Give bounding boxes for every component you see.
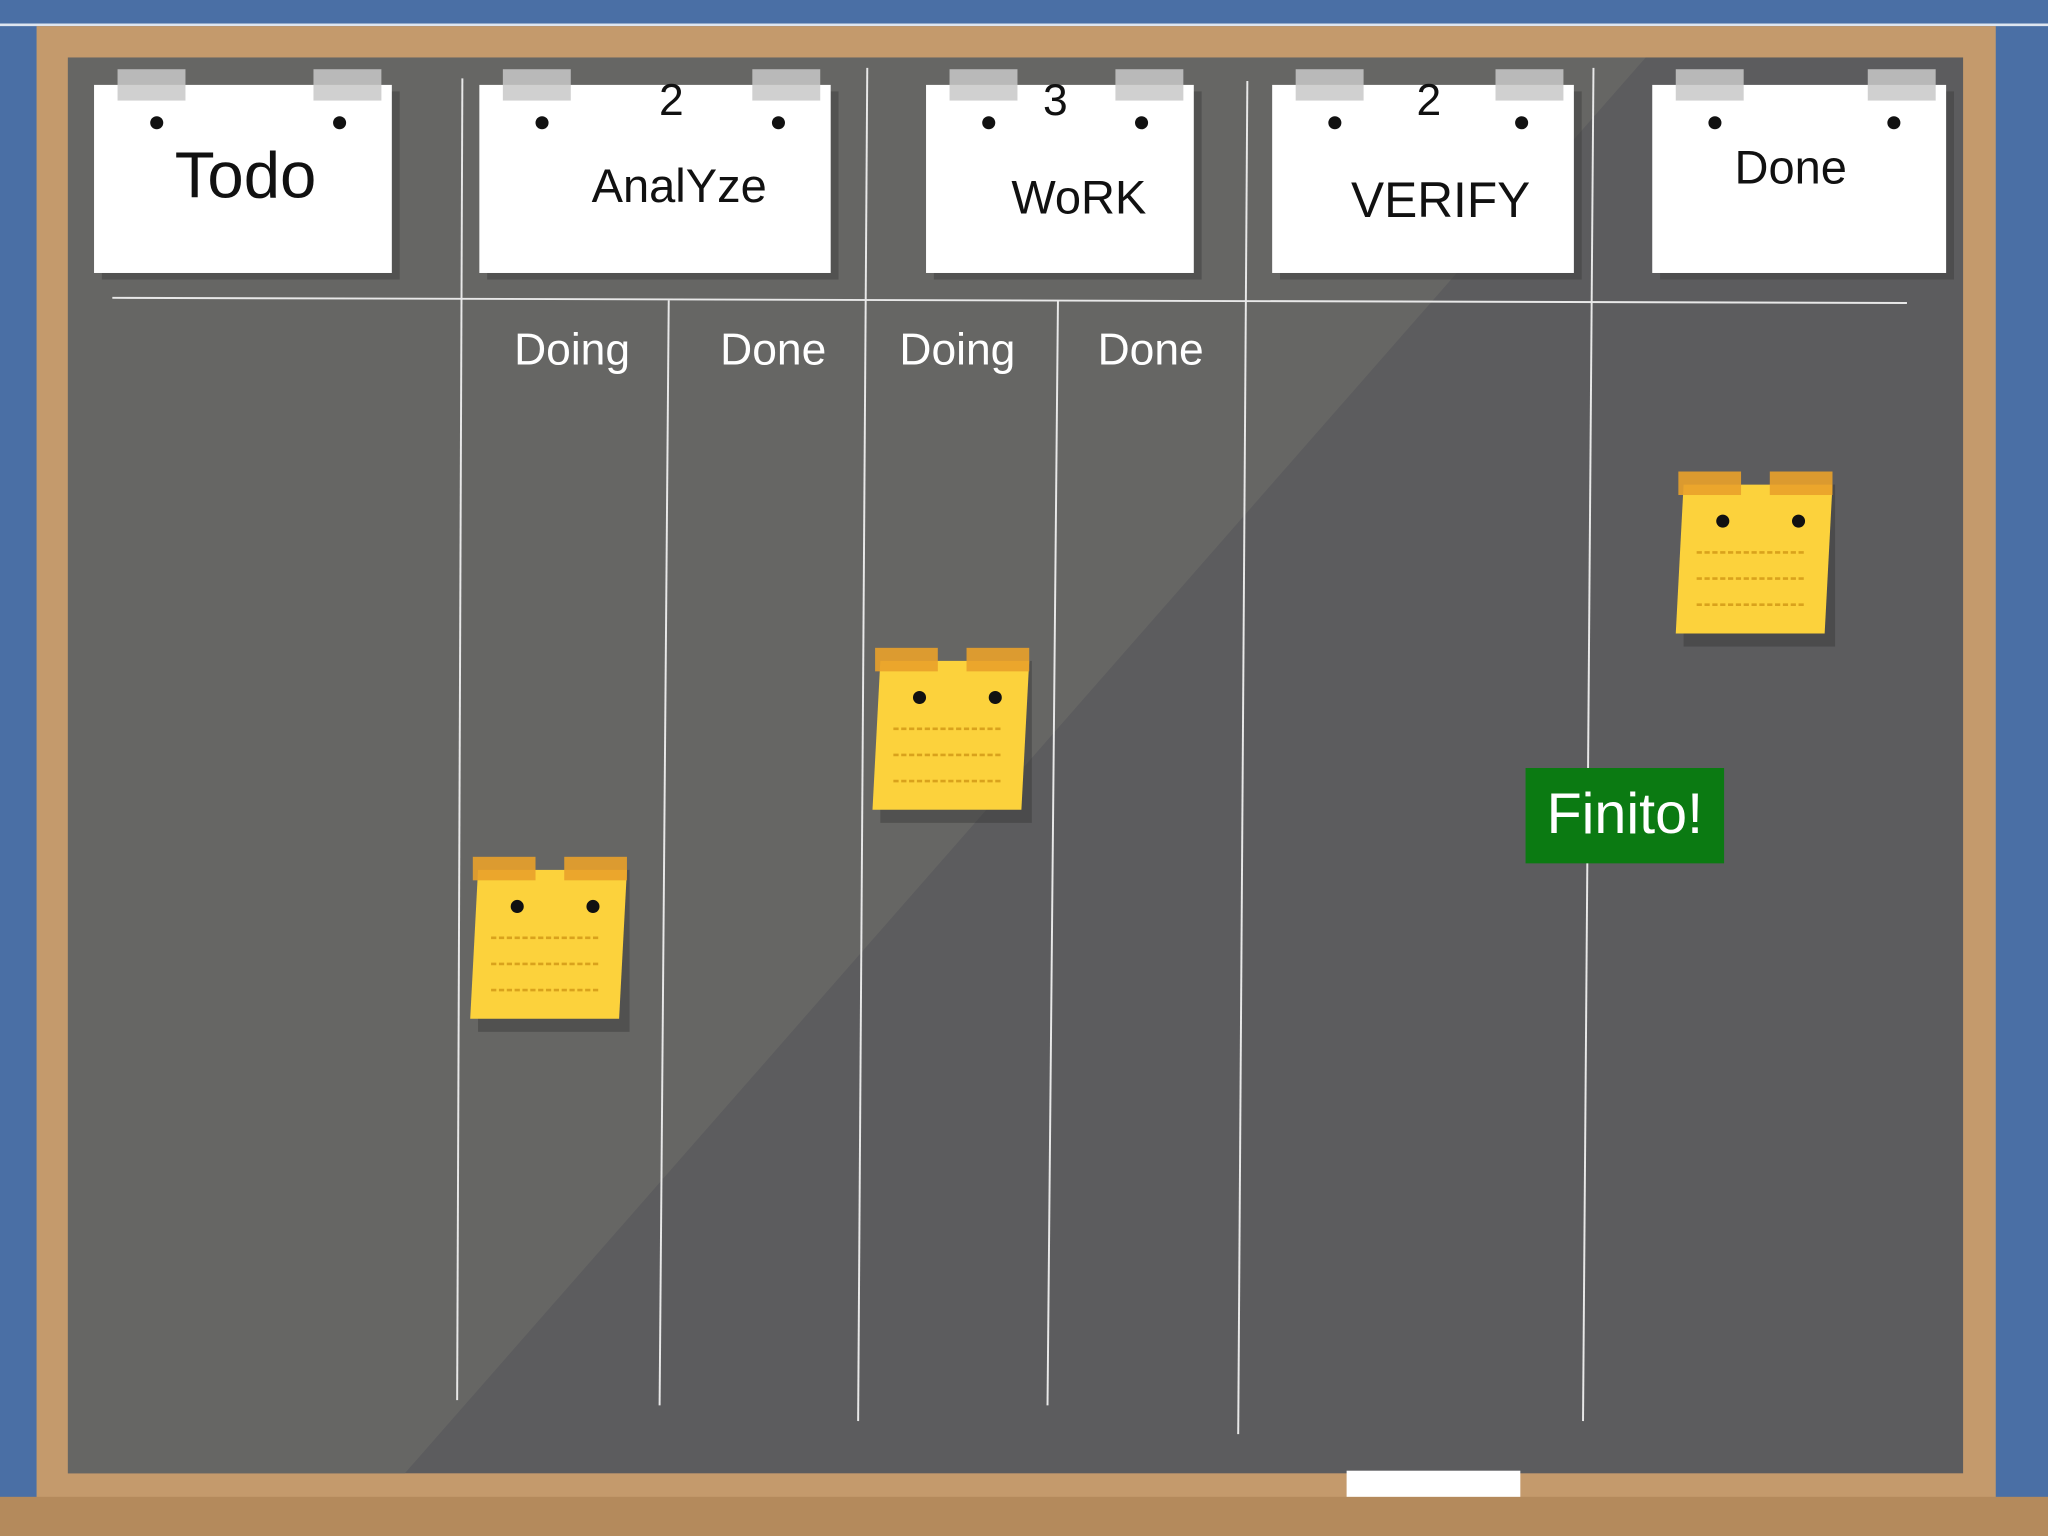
pin-hole	[586, 899, 600, 913]
tape	[117, 69, 186, 101]
tape	[1867, 69, 1936, 101]
paper	[1272, 84, 1574, 273]
top-edge	[0, 23, 2048, 27]
column-title: VERIFY	[1351, 172, 1530, 228]
badge-box	[1525, 768, 1725, 864]
paper	[926, 84, 1194, 273]
tape	[875, 647, 938, 672]
pin-hole	[535, 116, 549, 130]
tape	[949, 69, 1018, 101]
tape	[1675, 69, 1744, 101]
pin-hole	[1328, 116, 1342, 130]
pin-hole	[510, 899, 524, 913]
column-lines	[112, 67, 1907, 1435]
pin-hole	[771, 116, 785, 130]
column-headers: Todo AnalYze 2 Doing Done WoRK 3 Doing Done VERIF…	[94, 69, 1954, 374]
column-line	[658, 300, 670, 1406]
subcolumn-title: Doing	[899, 325, 1015, 374]
pin-hole	[150, 116, 164, 130]
tray	[0, 1496, 2048, 1536]
pin-hole	[912, 690, 927, 704]
tape	[472, 856, 536, 881]
pin-hole	[1792, 514, 1806, 528]
pin-hole	[1135, 116, 1149, 130]
wip-limit: 2	[659, 76, 684, 125]
subcolumn-title: Done	[1098, 325, 1204, 374]
tape	[1678, 471, 1742, 496]
subcolumn-title: Doing	[514, 325, 630, 374]
column-title: Done	[1734, 141, 1846, 194]
pin-hole	[988, 690, 1002, 704]
pin-hole	[982, 116, 996, 130]
wip-limit: 3	[1043, 76, 1068, 125]
subcolumn-title: Done	[720, 325, 826, 374]
sticky-note	[872, 660, 1030, 810]
pin-hole	[1515, 116, 1529, 130]
tape	[1295, 69, 1364, 101]
chalk	[1346, 1470, 1521, 1497]
tape	[502, 69, 571, 101]
paper	[1652, 84, 1947, 273]
tape	[564, 856, 627, 881]
badge: Finito!	[1547, 782, 1703, 846]
column-line	[456, 78, 464, 1401]
column-line	[1046, 300, 1059, 1406]
wip-limit: 2	[1417, 76, 1442, 125]
pin-hole	[1716, 514, 1730, 528]
column-title: WoRK	[1011, 171, 1146, 224]
header-line	[112, 296, 1907, 304]
paper	[94, 84, 392, 273]
sticky-note	[470, 869, 627, 1019]
sticky-note	[1675, 484, 1833, 634]
tape	[966, 647, 1030, 672]
column-line	[1237, 80, 1249, 1435]
sticky-notes	[470, 471, 1836, 1032]
tape	[313, 69, 382, 101]
tape	[1115, 69, 1184, 101]
paper	[479, 84, 831, 273]
pin-hole	[333, 116, 347, 130]
pin-hole	[1708, 116, 1722, 130]
column-line	[857, 67, 869, 1422]
column-title: AnalYze	[592, 159, 767, 212]
tape	[752, 69, 821, 101]
pin-hole	[1887, 116, 1901, 130]
column-line	[1582, 67, 1595, 1422]
tape	[1495, 69, 1564, 101]
tape	[1769, 471, 1833, 496]
column-title: Todo	[175, 138, 317, 211]
board-highlight	[67, 57, 1646, 1474]
